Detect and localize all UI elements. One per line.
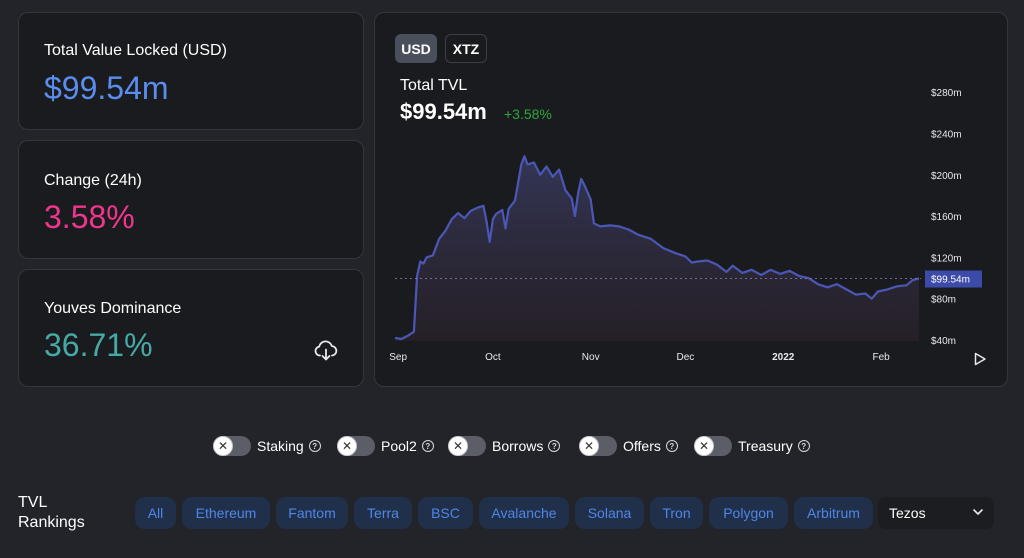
y-tick-label: $200m — [931, 171, 962, 182]
x-tick-label: Feb — [873, 352, 891, 363]
tvl-label: Total Value Locked (USD) — [44, 42, 227, 59]
chain-chip-arbitrum[interactable]: Arbitrum — [794, 497, 873, 529]
chevron-down-icon — [973, 509, 983, 515]
tvl-chart-card: USD XTZ Total TVL $99.54m +3.58% $99.54m… — [374, 12, 1008, 387]
chain-select[interactable]: Tezos — [878, 497, 994, 529]
rankings-title: TVL Rankings — [18, 493, 85, 533]
toggle-label: Treasury — [738, 438, 793, 454]
play-icon[interactable] — [973, 352, 987, 366]
help-icon[interactable]: ? — [665, 440, 678, 452]
chain-chip-tron[interactable]: Tron — [650, 497, 703, 529]
toggle-switch[interactable]: ✕ — [579, 436, 617, 456]
help-icon[interactable]: ? — [797, 440, 810, 452]
change-label: Change (24h) — [44, 172, 142, 189]
toggle-label: Borrows — [492, 438, 544, 454]
tvl-filter-toggles: ✕ Staking? ✕ Pool2? ✕ Borrows? ✕ Offers? ✕ Treasu… — [0, 434, 1024, 458]
help-icon[interactable]: ? — [421, 440, 434, 452]
chain-chip-polygon[interactable]: Polygon — [709, 497, 788, 529]
toggle-label: Offers — [623, 438, 661, 454]
toggle-switch[interactable]: ✕ — [213, 436, 251, 456]
tvl-value: $99.54m — [44, 70, 169, 106]
help-icon[interactable]: ? — [548, 440, 561, 452]
toggle-label: Staking — [257, 438, 304, 454]
current-value-badge — [925, 270, 982, 288]
denom-usd-button[interactable]: USD — [395, 34, 437, 63]
change-value: 3.58% — [44, 199, 135, 235]
chain-chip-bsc[interactable]: BSC — [418, 497, 473, 529]
close-icon: ✕ — [579, 436, 599, 456]
y-tick-label: $160m — [931, 212, 962, 223]
y-tick-label: $40m — [931, 336, 956, 347]
toggle-staking[interactable]: ✕ Staking? — [213, 434, 321, 458]
tvl-area-chart[interactable]: $99.54m $40m $80m $120m $160m $200m $240m $280m… — [375, 13, 1009, 388]
download-csv-icon[interactable] — [313, 338, 339, 364]
x-tick-label: 2022 — [772, 352, 795, 363]
x-tick-label: Sep — [389, 352, 407, 363]
toggle-treasury[interactable]: ✕ Treasury? — [694, 434, 810, 458]
x-tick-label: Oct — [485, 352, 501, 363]
toggle-borrows[interactable]: ✕ Borrows? — [448, 434, 561, 458]
toggle-switch[interactable]: ✕ — [337, 436, 375, 456]
dominance-value: 36.71% — [44, 327, 153, 363]
x-tick-label: Dec — [677, 352, 695, 363]
chain-chip-fantom[interactable]: Fantom — [276, 497, 348, 529]
chart-total-value: $99.54m — [400, 99, 487, 124]
chain-chip-avalanche[interactable]: Avalanche — [479, 497, 569, 529]
y-tick-label: $120m — [931, 253, 962, 264]
tvl-area-fill — [395, 156, 919, 341]
toggle-offers[interactable]: ✕ Offers? — [579, 434, 678, 458]
toggle-switch[interactable]: ✕ — [448, 436, 486, 456]
rankings-title-line2: Rankings — [18, 514, 85, 531]
y-tick-label: $240m — [931, 130, 962, 141]
y-tick-label: $280m — [931, 88, 962, 99]
close-icon: ✕ — [448, 436, 468, 456]
current-value-label: $99.54m — [931, 275, 970, 286]
close-icon: ✕ — [337, 436, 357, 456]
rankings-title-line1: TVL — [18, 494, 48, 511]
dominance-label: Youves Dominance — [44, 300, 182, 317]
close-icon: ✕ — [694, 436, 714, 456]
y-tick-label: $80m — [931, 295, 956, 306]
chain-chip-all[interactable]: All — [135, 497, 176, 529]
dominance-card: Youves Dominance 36.71% — [18, 269, 364, 387]
toggle-pool2[interactable]: ✕ Pool2? — [337, 434, 434, 458]
x-tick-label: Nov — [582, 352, 600, 363]
close-icon: ✕ — [213, 436, 233, 456]
help-icon[interactable]: ? — [308, 440, 321, 452]
tvl-card: Total Value Locked (USD) $99.54m — [18, 12, 364, 130]
toggle-label: Pool2 — [381, 438, 417, 454]
chain-chip-terra[interactable]: Terra — [354, 497, 412, 529]
chain-select-value: Tezos — [889, 505, 926, 521]
chart-change-percent: +3.58% — [504, 106, 552, 122]
tvl-series-line — [394, 155, 920, 341]
toggle-switch[interactable]: ✕ — [694, 436, 732, 456]
denom-xtz-button[interactable]: XTZ — [445, 34, 487, 63]
chain-chip-ethereum[interactable]: Ethereum — [182, 497, 270, 529]
change-card: Change (24h) 3.58% — [18, 140, 364, 259]
chart-title: Total TVL — [400, 77, 468, 94]
chain-chip-solana[interactable]: Solana — [575, 497, 644, 529]
